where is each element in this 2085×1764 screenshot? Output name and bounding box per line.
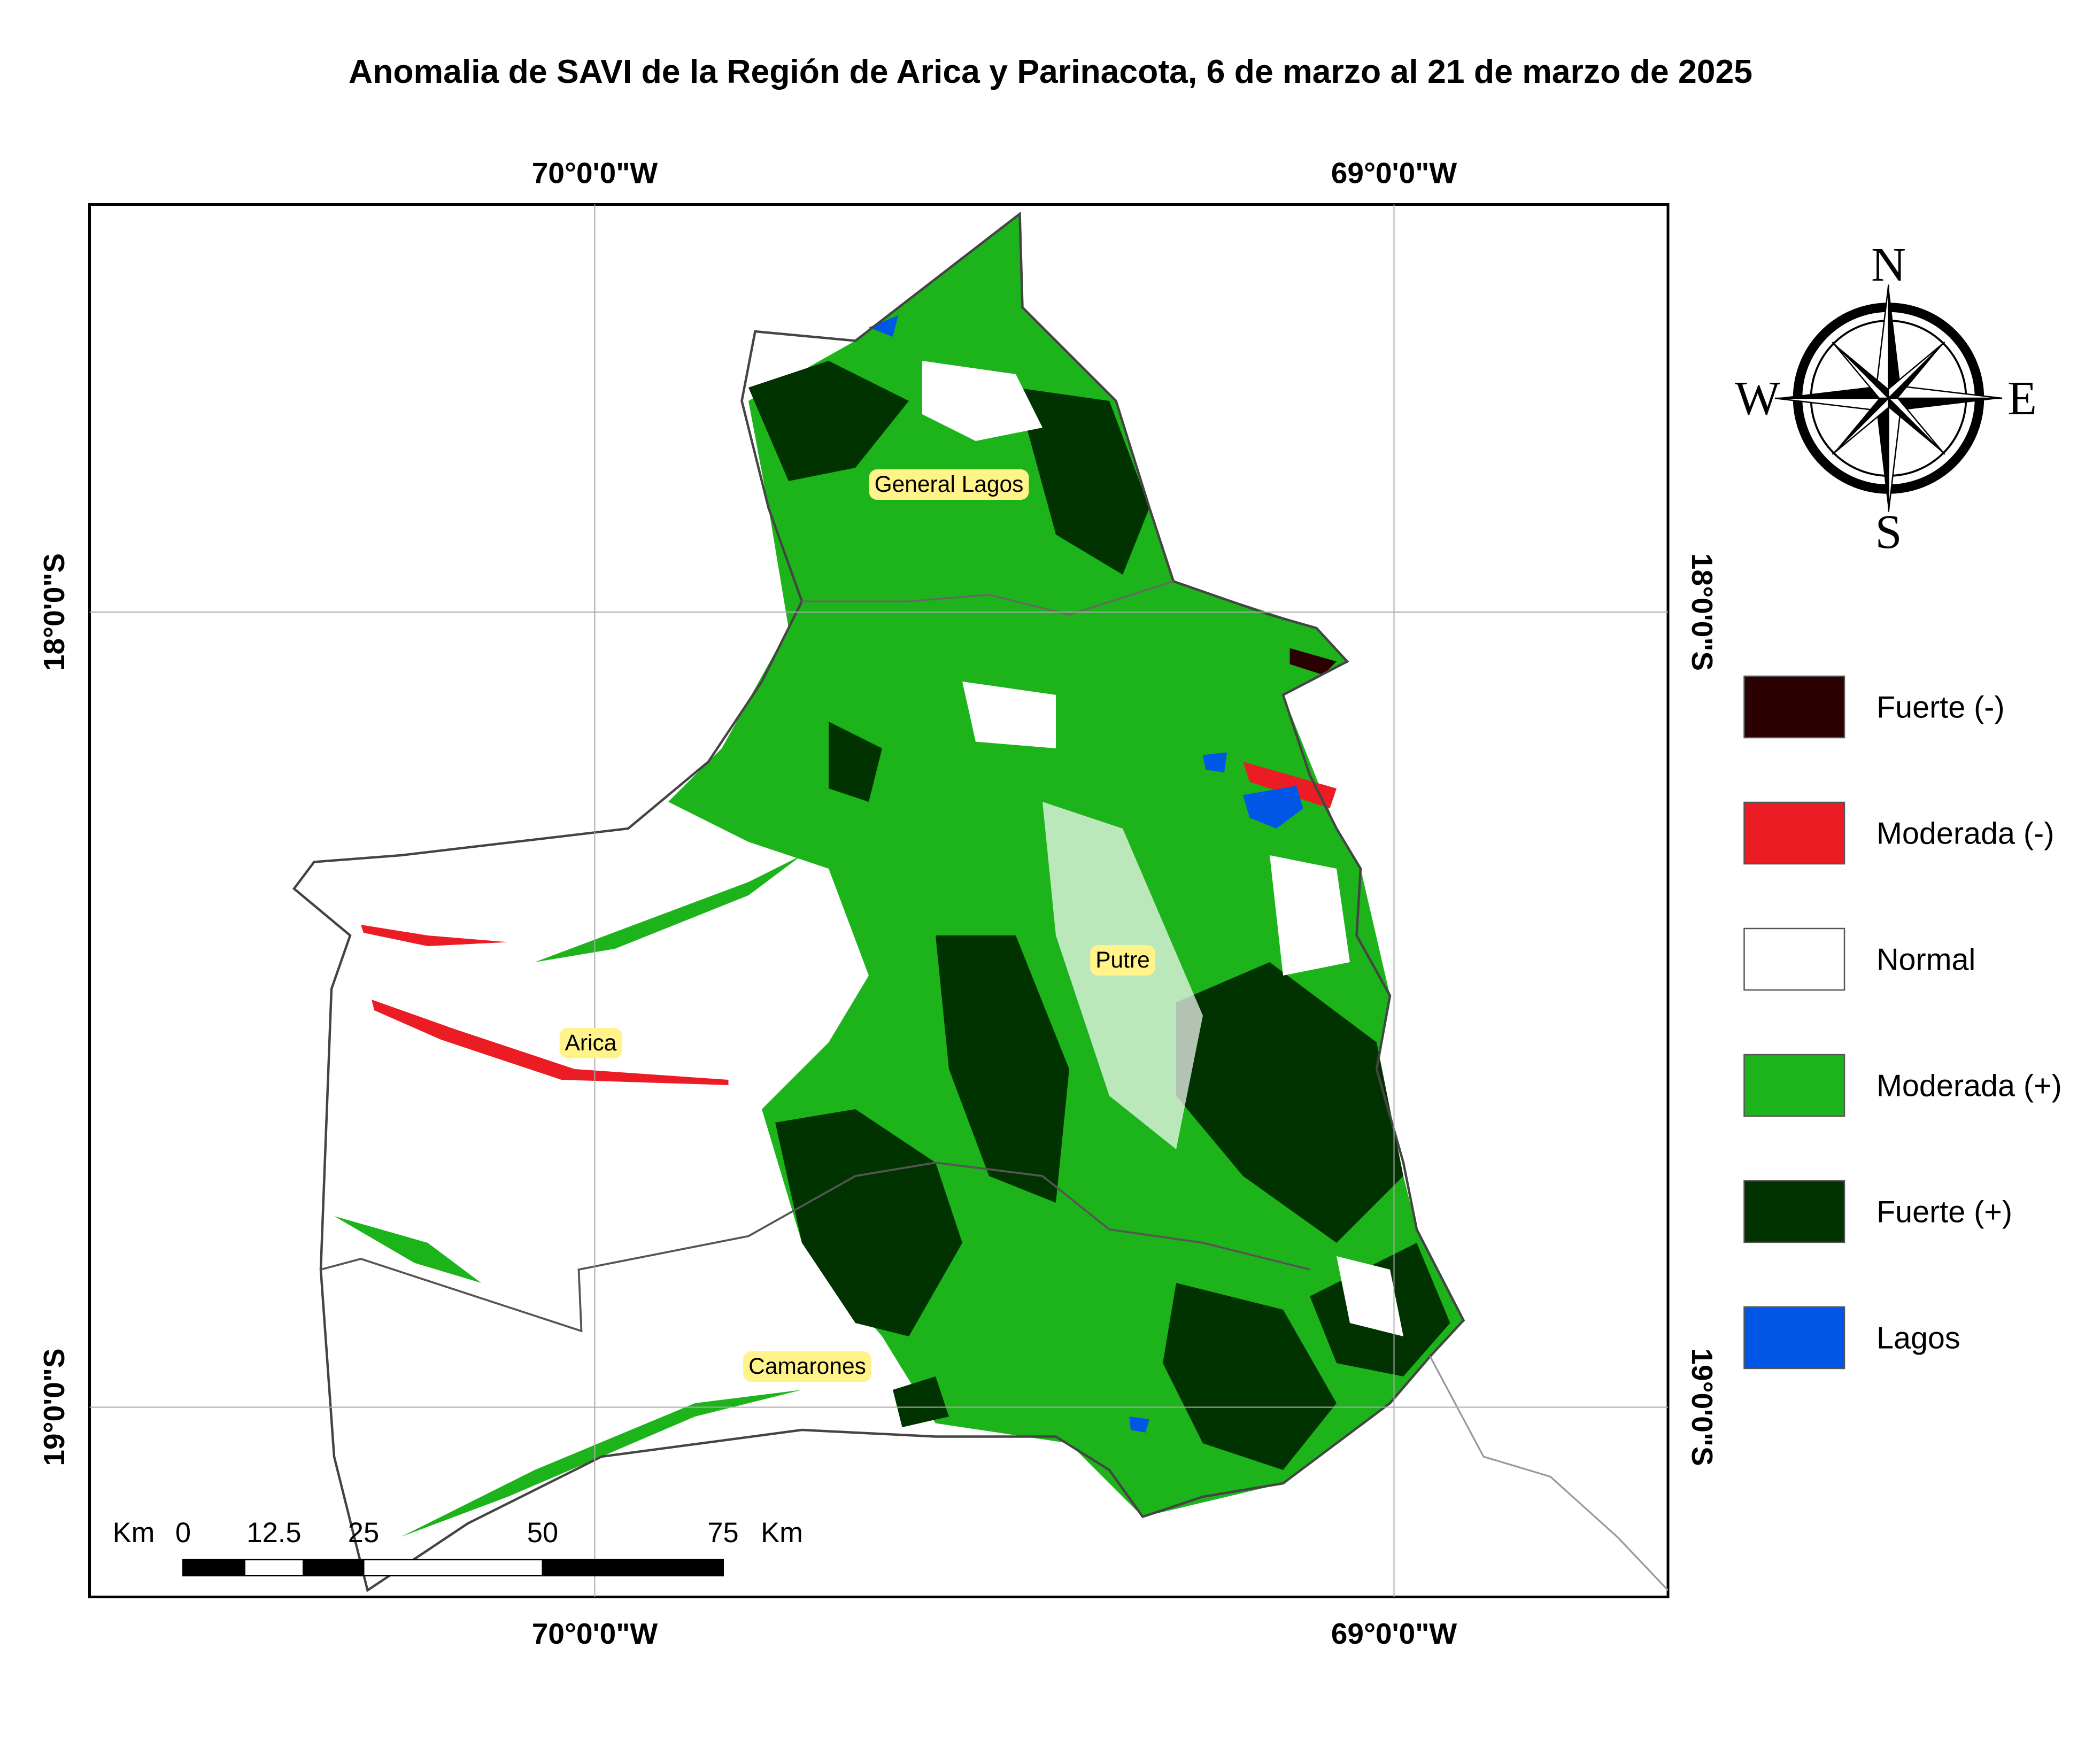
place-label-bg	[1090, 945, 1155, 976]
place-label: Putre	[1095, 948, 1150, 973]
legend-swatch	[1743, 675, 1845, 739]
scale-bar-segment	[362, 1559, 544, 1576]
scale-tick-label: 75	[707, 1517, 738, 1549]
place-label-bg	[559, 1028, 622, 1058]
lat-label: 19°0'0"S	[1686, 1348, 1719, 1466]
lon-label: 69°0'0"W	[1331, 1617, 1457, 1650]
compass-s: S	[1875, 506, 1902, 559]
legend-swatch	[1743, 1306, 1845, 1370]
scale-bar-segment	[244, 1559, 304, 1576]
legend-label: Moderada (-)	[1876, 817, 2054, 851]
legend-swatch	[1743, 927, 1845, 991]
compass-n: N	[1871, 238, 1906, 291]
legend-swatch	[1743, 801, 1845, 865]
map-body	[292, 211, 1668, 1592]
place-label: Arica	[565, 1031, 617, 1056]
legend-label: Lagos	[1876, 1321, 1960, 1356]
scale-bar-segment	[182, 1559, 245, 1576]
legend-label: Fuerte (+)	[1876, 1195, 2012, 1229]
lon-label: 69°0'0"W	[1331, 157, 1457, 190]
legend-swatch	[1743, 1054, 1845, 1117]
scale-tick-label: 25	[348, 1517, 379, 1549]
lat-label: 19°0'0"S	[37, 1348, 71, 1466]
compass-e: E	[2007, 372, 2037, 425]
place-label-bg	[869, 469, 1029, 500]
scale-unit: Km	[113, 1517, 155, 1549]
lon-label: 70°0'0"W	[532, 157, 658, 190]
scale-bar-segment	[542, 1559, 724, 1576]
place-label: General Lagos	[875, 472, 1024, 497]
lon-label: 70°0'0"W	[532, 1617, 658, 1650]
place-label: Camarones	[748, 1354, 866, 1379]
scale-tick-label: 12.5	[246, 1517, 301, 1549]
lat-label: 18°0'0"S	[1686, 553, 1719, 671]
place-label-bg	[743, 1351, 871, 1382]
compass-rose: N S E W	[1735, 238, 2037, 559]
legend-label: Normal	[1876, 943, 1975, 977]
legend-label: Moderada (+)	[1876, 1069, 2062, 1103]
legend-label: Fuerte (-)	[1876, 691, 2005, 725]
scale-tick-label: 0	[175, 1517, 191, 1549]
compass-w: W	[1735, 372, 1780, 425]
scale-tick-label: 50	[527, 1517, 558, 1549]
lat-label: 18°0'0"S	[37, 553, 71, 671]
scale-bar-segment	[303, 1559, 365, 1576]
map-title: Anomalia de SAVI de la Región de Arica y…	[349, 53, 1752, 90]
scale-unit: Km	[761, 1517, 803, 1549]
legend-swatch	[1743, 1180, 1845, 1243]
